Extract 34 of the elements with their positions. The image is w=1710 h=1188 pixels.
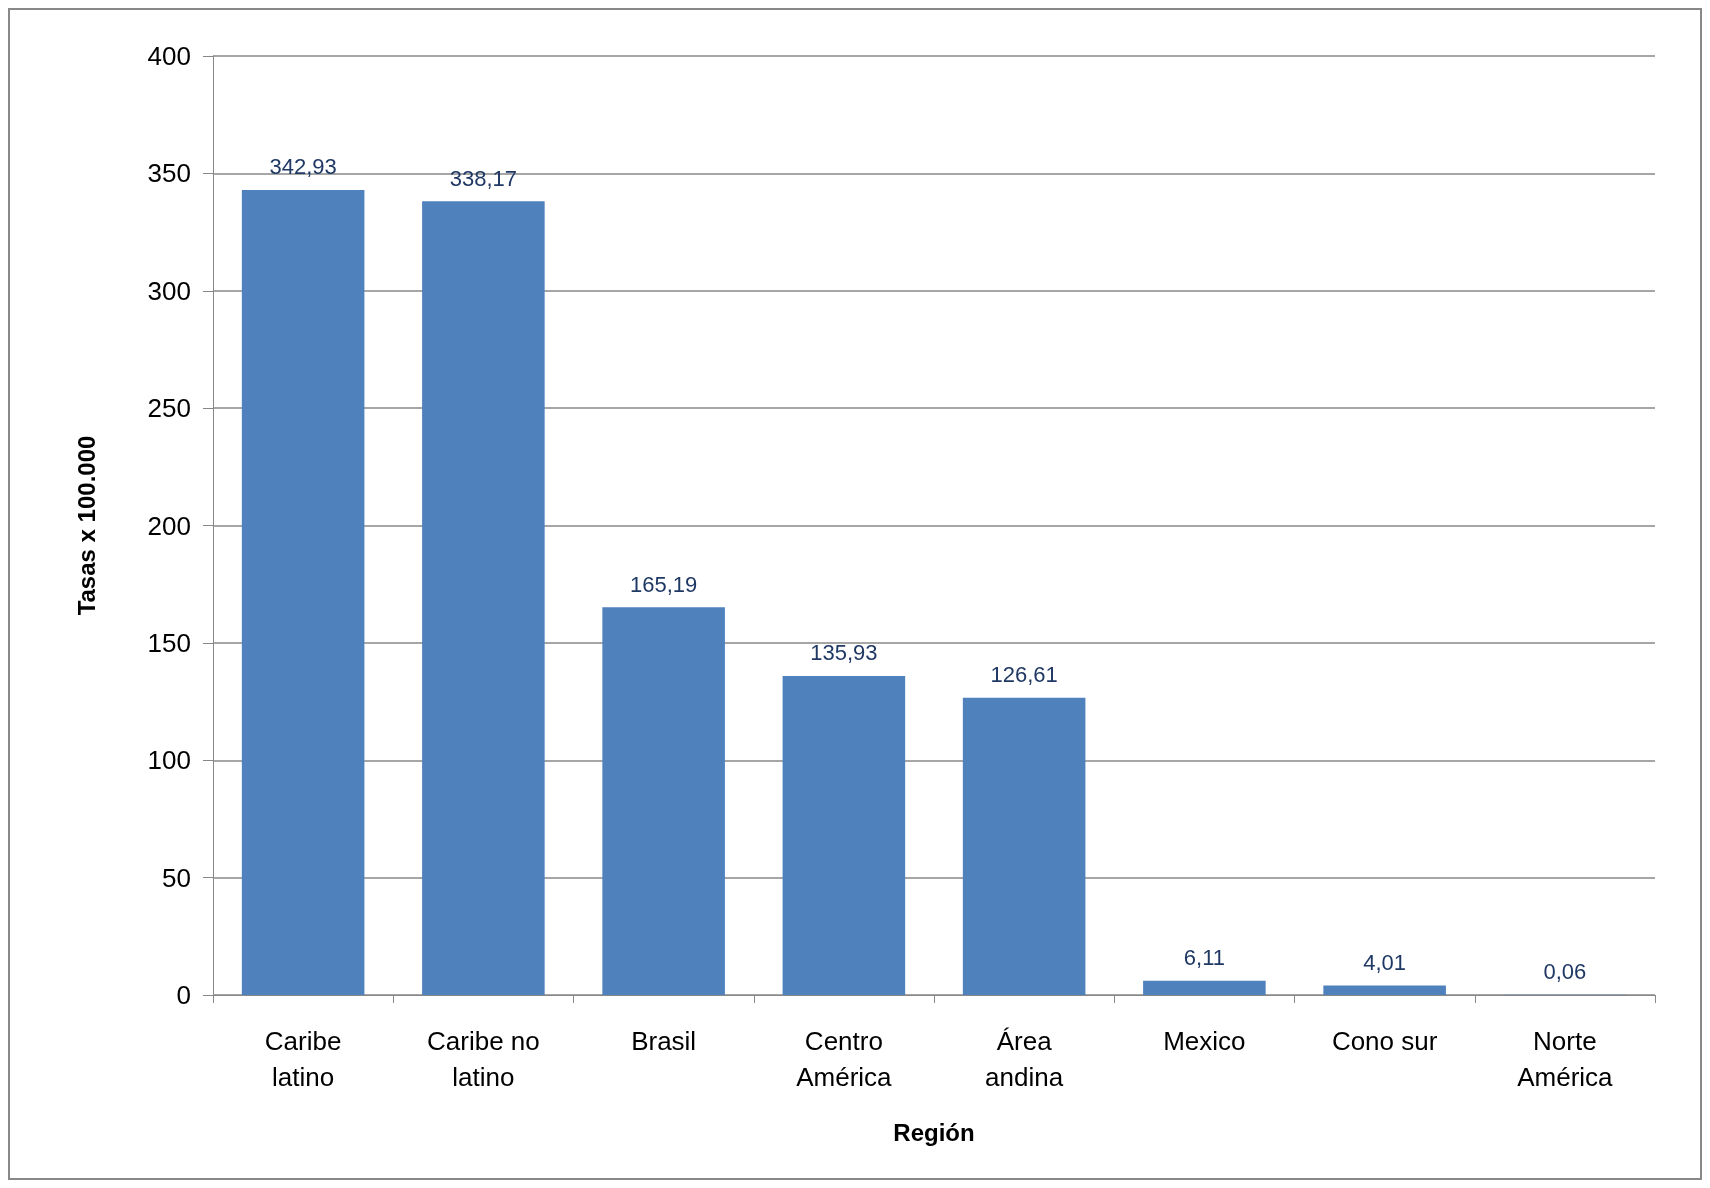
data-label: 338,17: [449, 165, 518, 191]
x-tick-label: Centro América: [796, 1026, 893, 1092]
y-tick-label: 100: [147, 745, 191, 776]
y-axis-title: Tasas x 100.000: [72, 435, 100, 616]
data-label: 0,06: [1543, 959, 1587, 985]
data-label: 4,01: [1363, 950, 1407, 976]
x-tick-label: Área andina: [985, 1026, 1064, 1092]
bar: [241, 189, 365, 995]
data-label: 6,11: [1183, 945, 1225, 971]
y-tick-label: 0: [176, 980, 191, 1010]
data-label: 135,93: [810, 640, 878, 666]
x-tick-label: Norte América: [1517, 1026, 1614, 1092]
x-tick-label: Cono sur: [1331, 1026, 1438, 1056]
bar: [422, 201, 545, 995]
bar: [1323, 985, 1446, 995]
y-tick-label: 250: [147, 393, 191, 424]
y-tick-label: 50: [162, 862, 191, 893]
x-axis-title: Región: [893, 1118, 975, 1146]
data-label: 126,61: [990, 662, 1058, 688]
y-tick-label: 150: [147, 627, 191, 658]
y-tick-label: 350: [147, 158, 191, 189]
data-label: 165,19: [629, 571, 698, 597]
x-tick-label: Brasil: [631, 1026, 697, 1056]
bar: [1143, 980, 1266, 995]
bar: [602, 607, 725, 995]
y-tick-label: 400: [147, 41, 191, 71]
x-tick-label: Caribe no latino: [427, 1026, 540, 1092]
bar: [962, 697, 1086, 995]
x-tick-label: Mexico: [1163, 1026, 1246, 1056]
y-tick-label: 200: [147, 510, 191, 541]
y-tick-label: 300: [147, 275, 191, 306]
data-label: 342,93: [269, 154, 337, 180]
x-tick-label: Caribe latino: [264, 1026, 342, 1092]
bar: [782, 675, 906, 995]
